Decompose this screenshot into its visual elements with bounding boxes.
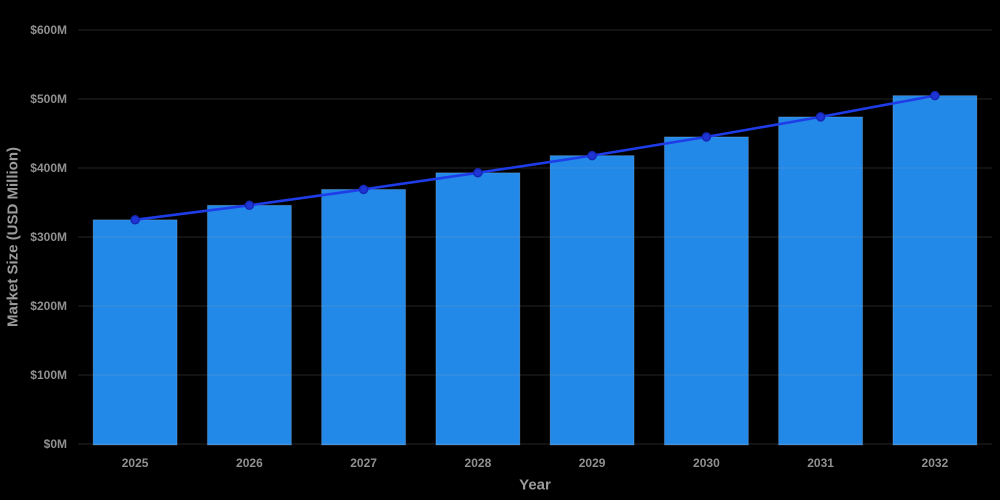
bar-2026 bbox=[206, 204, 292, 446]
data-point-2030 bbox=[701, 132, 712, 142]
data-point-2031 bbox=[815, 112, 826, 122]
x-tick-label: 2029 bbox=[579, 456, 606, 470]
bar-2025 bbox=[92, 219, 178, 446]
x-tick-label: 2026 bbox=[236, 456, 263, 470]
y-tick-label: $0M bbox=[44, 437, 67, 451]
x-tick-label: 2031 bbox=[807, 456, 834, 470]
x-tick-label: 2025 bbox=[122, 456, 149, 470]
bar-2027 bbox=[321, 188, 407, 446]
bar-2028 bbox=[435, 172, 521, 446]
bar-2029 bbox=[549, 155, 635, 446]
y-tick-label: $300M bbox=[30, 230, 67, 244]
y-tick-label: $200M bbox=[30, 299, 67, 313]
x-tick-label: 2030 bbox=[693, 456, 720, 470]
data-point-2029 bbox=[587, 150, 597, 161]
x-tick-label: 2027 bbox=[350, 456, 377, 470]
data-point-2028 bbox=[473, 168, 483, 178]
trend-line bbox=[133, 94, 937, 222]
x-tick-label: 2028 bbox=[465, 456, 492, 470]
y-tick-label: $500M bbox=[30, 92, 67, 106]
y-tick-label: $100M bbox=[30, 368, 67, 382]
data-point-2027 bbox=[358, 184, 369, 195]
bar-2030 bbox=[663, 136, 749, 446]
y-tick-label: $400M bbox=[30, 161, 67, 175]
bar-2031 bbox=[778, 116, 864, 446]
bar-2032 bbox=[892, 95, 978, 446]
data-point-2032 bbox=[930, 90, 940, 101]
y-tick-label: $600M bbox=[30, 23, 67, 37]
data-point-2025 bbox=[130, 215, 140, 225]
x-tick-label: 2032 bbox=[922, 456, 949, 470]
data-point-2026 bbox=[244, 200, 255, 211]
